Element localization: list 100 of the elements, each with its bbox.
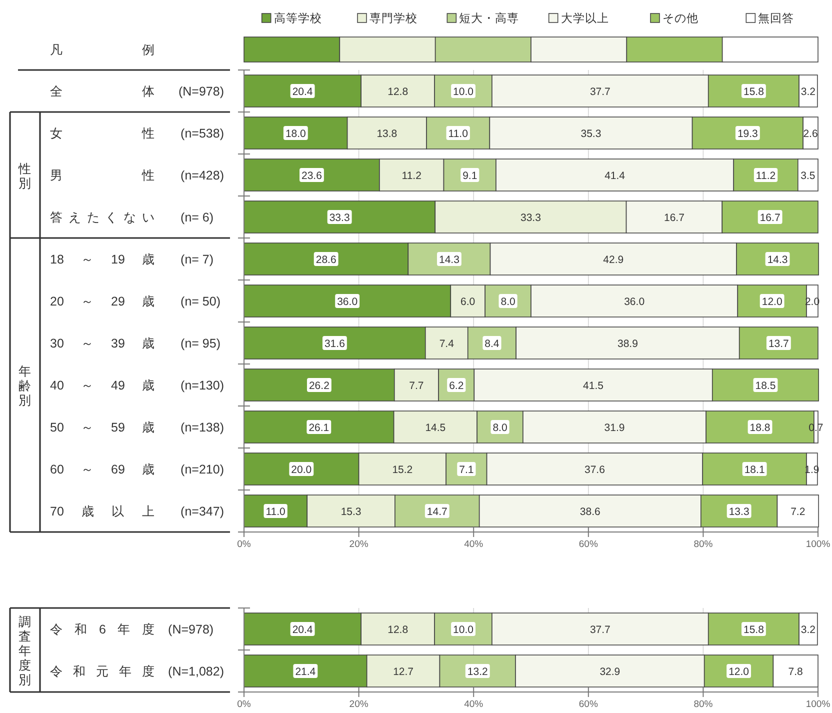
legend-label: 短大・高専: [459, 11, 520, 25]
data-label: 33.3: [520, 212, 542, 224]
data-label: 18.5: [755, 380, 776, 392]
data-label: 6.0: [460, 296, 476, 308]
data-label: 18.0: [285, 128, 306, 140]
data-label: 15.8: [743, 624, 764, 636]
data-label: 37.7: [590, 624, 611, 636]
data-label: 20.0: [291, 464, 312, 476]
data-label: 21.4: [295, 666, 316, 678]
data-label: 10.0: [453, 86, 474, 98]
category-label: 70 歳 以 上 (n=347): [50, 504, 224, 518]
data-label: 14.3: [438, 254, 460, 266]
data-label: 36.0: [337, 296, 358, 308]
data-label: 15.8: [743, 86, 764, 98]
x-tick-label: 40%: [464, 539, 484, 550]
data-label: 12.8: [388, 624, 408, 636]
data-label: 7.4: [439, 338, 454, 350]
data-label: 33.3: [329, 212, 350, 224]
data-label: 26.1: [308, 422, 330, 434]
legend-label: 無回答: [758, 12, 794, 25]
category-label: 20 ～ 29 歳 (n= 50): [50, 294, 221, 308]
data-label: 12.7: [393, 666, 414, 678]
data-label: 11.0: [448, 128, 468, 140]
y-axis-title: 年齢別: [18, 364, 32, 408]
x-tick-label: 100%: [806, 539, 831, 550]
category-label: 30 ～ 39 歳 (n= 95): [50, 336, 221, 350]
data-label: 28.6: [316, 254, 336, 266]
data-label: 7.1: [459, 464, 474, 476]
x-tick-label: 40%: [464, 699, 484, 710]
data-label: 31.6: [324, 338, 346, 350]
data-label: 42.9: [603, 254, 624, 266]
data-label: 12.8: [388, 86, 408, 98]
data-label: 3.2: [800, 86, 816, 98]
legend-label: 高等学校: [274, 11, 322, 25]
legend-label: その他: [662, 12, 698, 25]
data-label: 11.0: [266, 506, 286, 518]
data-label: 16.7: [664, 212, 685, 224]
x-tick-label: 100%: [806, 699, 831, 710]
data-label: 8.0: [500, 296, 516, 308]
category-label: 18 ～ 19 歳 (n= 7): [50, 252, 214, 266]
data-label: 10.0: [453, 624, 474, 636]
data-label: 7.8: [788, 666, 804, 678]
data-label: 32.9: [600, 666, 620, 678]
legend-label: 専門学校: [370, 12, 418, 25]
data-label: 38.9: [618, 338, 638, 350]
data-label: 15.2: [392, 464, 413, 476]
data-label: 20.4: [292, 86, 313, 98]
data-label: 8.0: [492, 422, 508, 434]
data-label: 8.4: [484, 338, 500, 350]
data-label: 15.3: [340, 506, 362, 518]
data-label: 18.1: [744, 464, 765, 476]
legend-item: 無回答: [722, 13, 818, 62]
data-label: 14.7: [426, 506, 448, 518]
legend-item: 高等学校: [244, 13, 340, 62]
data-label: 41.5: [583, 380, 604, 392]
category-label: 40 ～ 49 歳 (n=130): [50, 378, 224, 392]
y-axis-title: 性別: [18, 162, 32, 190]
data-label: 9.1: [462, 170, 478, 182]
data-label: 31.9: [604, 422, 625, 434]
category-label: 60 ～ 69 歳 (n=210): [50, 462, 224, 476]
data-label: 12.0: [762, 296, 782, 308]
category-label: 女 性 (n=538): [50, 126, 224, 140]
text: 凡 例: [50, 43, 155, 57]
data-label: 13.7: [768, 338, 790, 350]
data-label: 26.2: [308, 380, 330, 392]
data-label: 38.6: [580, 506, 600, 518]
x-tick-label: 0%: [237, 699, 252, 710]
category-label: 答えたくない (n= 6): [50, 210, 214, 224]
data-label: 14.3: [767, 254, 788, 266]
data-label: 11.2: [756, 170, 776, 182]
data-label: 6.2: [449, 380, 464, 392]
y-tick-label: 令 和 元 年 度 (N=1,082): [50, 664, 224, 678]
category-label: 全 体 (N=978): [50, 84, 224, 98]
data-label: 3.5: [800, 170, 816, 182]
data-label: 12.0: [728, 666, 750, 678]
data-label: 20.4: [292, 624, 313, 636]
data-label: 41.4: [604, 170, 626, 182]
data-label: 35.3: [580, 128, 602, 140]
data-label: 23.6: [302, 170, 322, 182]
x-tick-label: 60%: [578, 699, 598, 710]
y-tick-label: 令 和 6 年 度 (N=978): [50, 622, 214, 636]
data-label: 13.2: [467, 666, 488, 678]
data-label: 2.6: [803, 128, 818, 140]
data-label: 13.3: [728, 506, 750, 518]
y-axis-title: 調査年度別: [18, 615, 32, 687]
data-label: 37.6: [584, 464, 606, 476]
data-label: 19.3: [737, 128, 758, 140]
data-label: 18.8: [750, 422, 770, 434]
data-label: 7.7: [409, 380, 424, 392]
data-label: 37.7: [590, 86, 611, 98]
x-tick-label: 80%: [694, 699, 714, 710]
x-tick-label: 20%: [349, 539, 369, 550]
x-tick-label: 80%: [694, 539, 714, 550]
category-label: 50 ～ 59 歳 (n=138): [50, 420, 224, 434]
data-label: 7.2: [790, 506, 806, 518]
legend-item: 専門学校: [339, 13, 436, 62]
x-tick-label: 20%: [349, 699, 369, 710]
data-label: 16.7: [760, 212, 780, 224]
data-label: 11.2: [402, 170, 422, 182]
category-label: 男 性 (n=428): [50, 168, 224, 182]
